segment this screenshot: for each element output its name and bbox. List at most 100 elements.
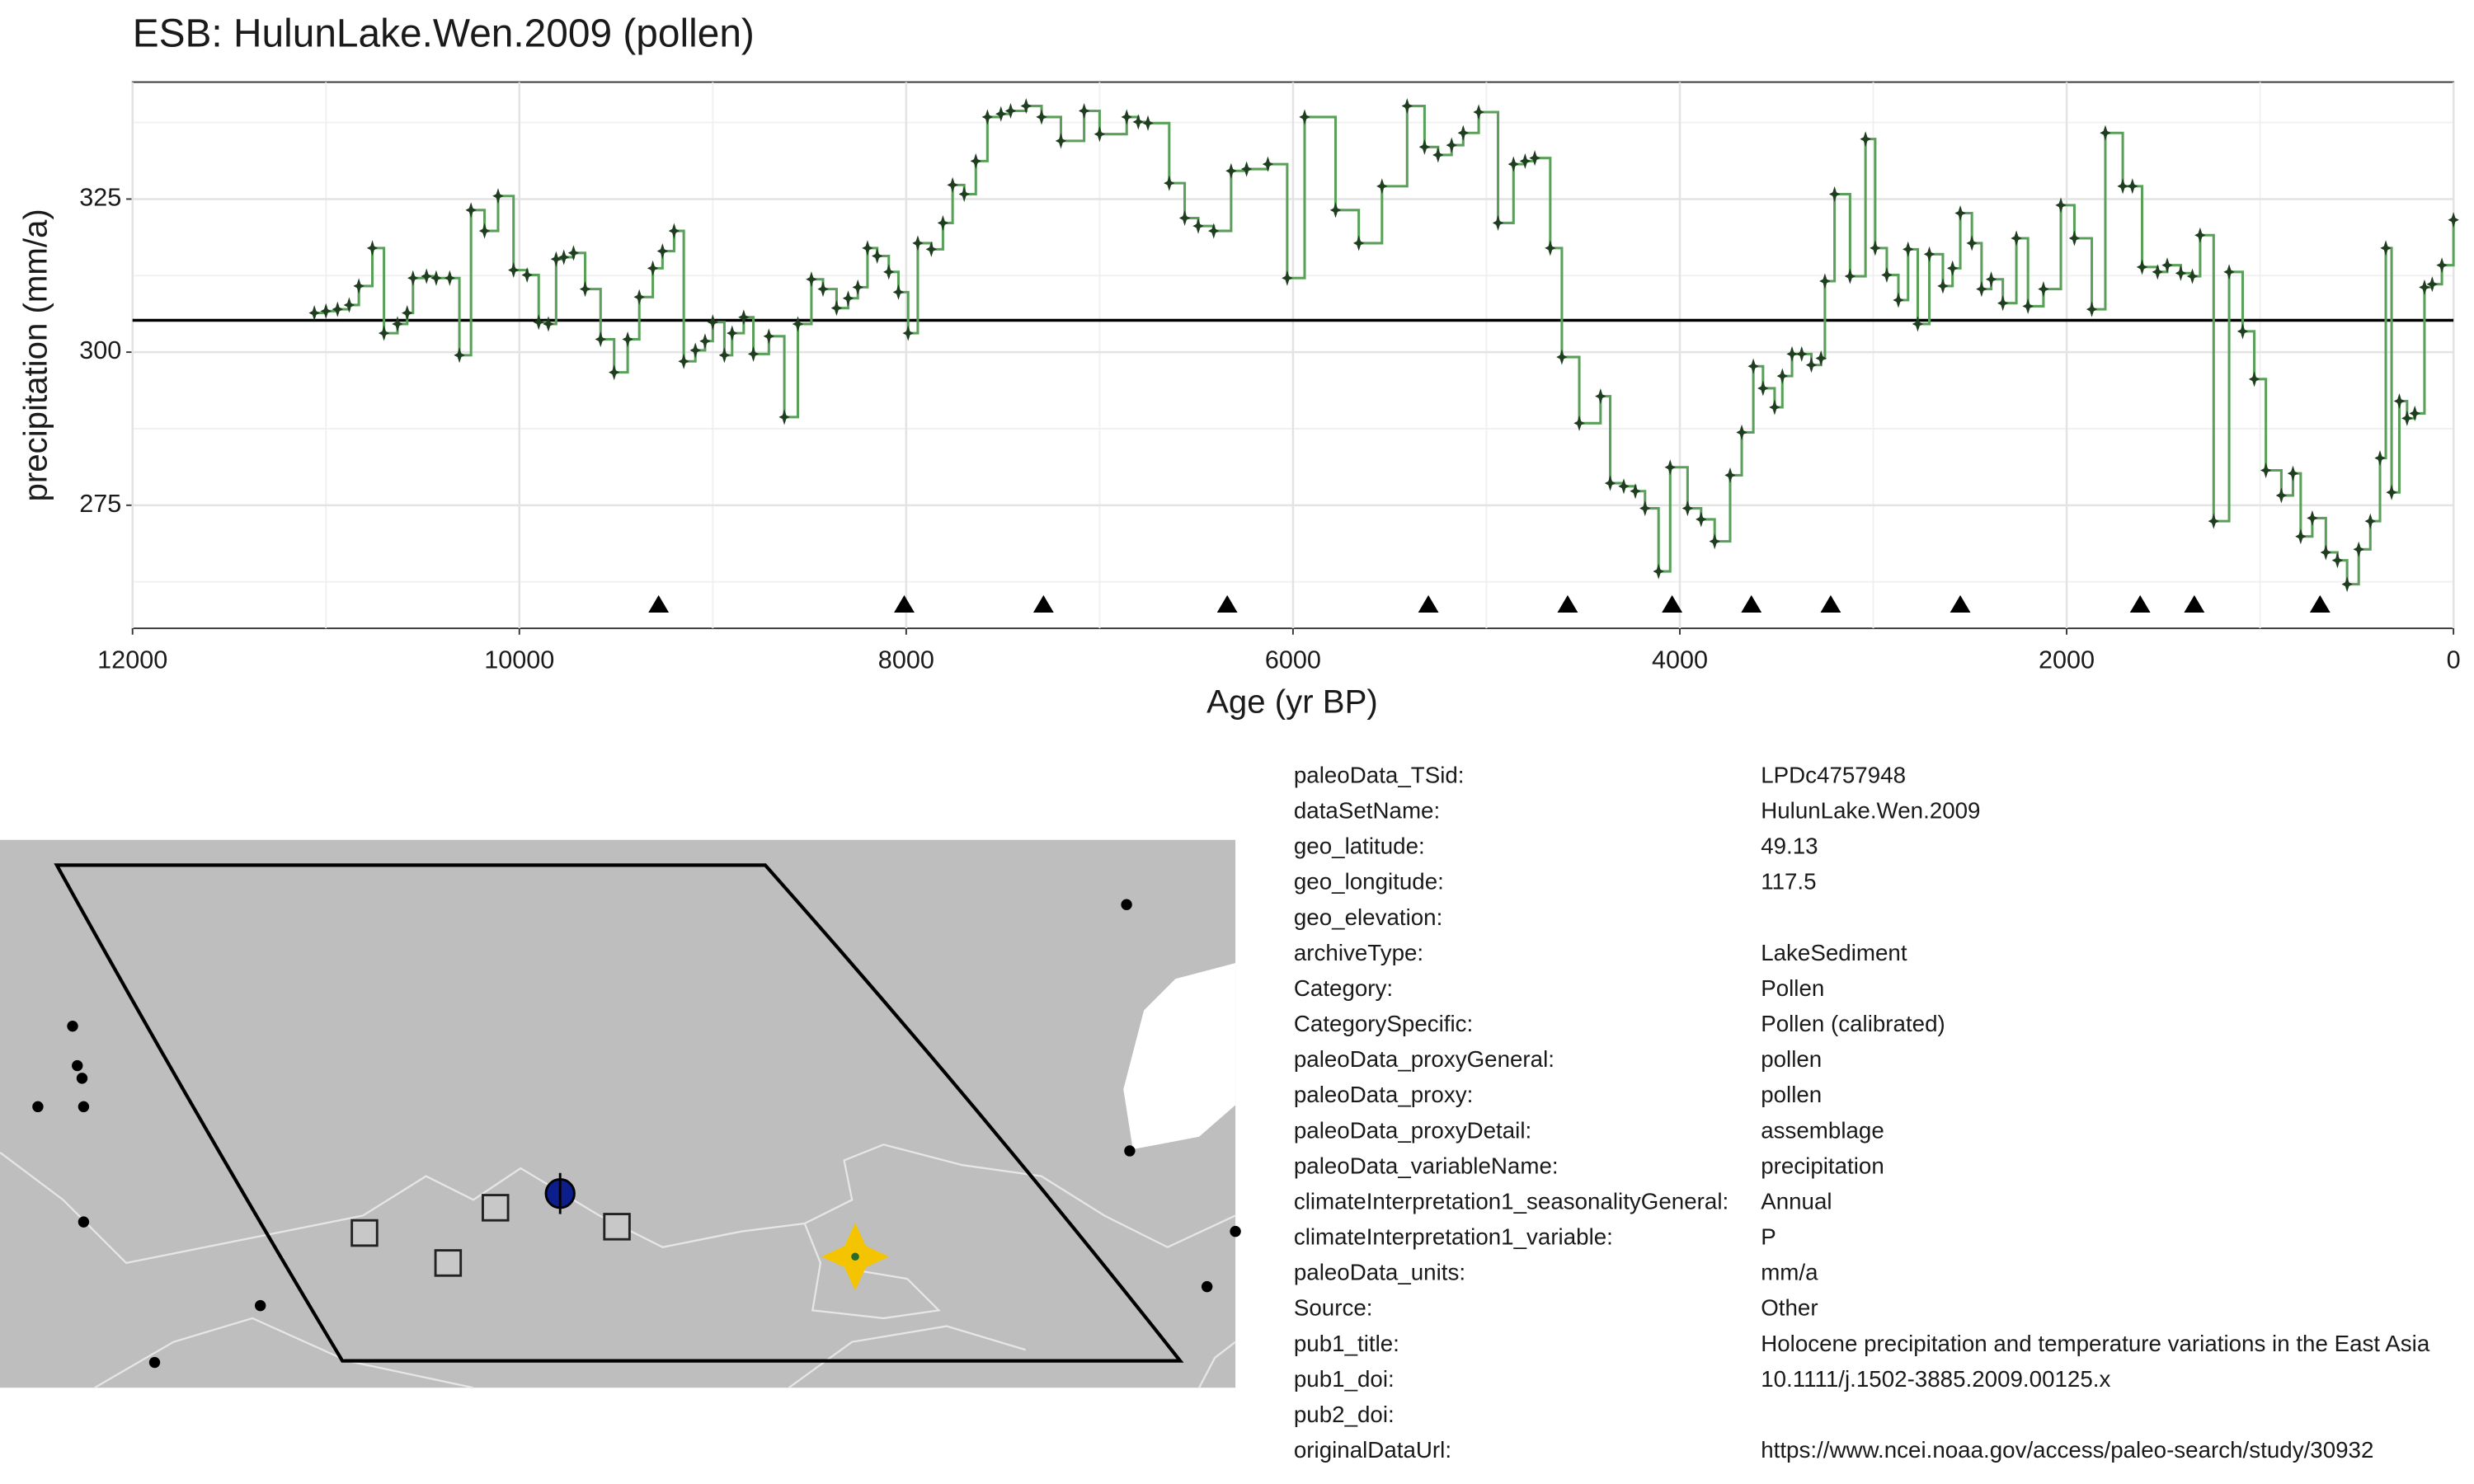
data-point [1132,114,1144,130]
data-point [1457,124,1470,141]
data-point [1870,240,1881,256]
field-value: 49.13 [1761,834,1818,859]
data-point [2331,552,2344,569]
field-name: paleoData_proxyGeneral: [1294,1046,1554,1072]
x-tick-label: 2000 [2039,646,2095,674]
data-point [912,235,924,251]
field-value: Annual [1761,1188,1832,1214]
data-point [1282,270,1293,286]
data-point [1769,399,1780,416]
chronology-marker [2129,594,2151,613]
data-point [478,223,491,239]
data-point [2100,124,2111,141]
data-point [1954,204,1966,222]
data-point [366,240,379,256]
x-tick-label: 12000 [97,646,167,674]
data-point [718,347,731,364]
data-point [1630,483,1641,500]
field-value: P [1761,1224,1776,1250]
y-tick-label: 300 [79,336,121,364]
data-point [444,270,456,286]
data-point [689,342,701,359]
data-point [2320,544,2332,561]
data-point [842,290,854,307]
data-point [2127,178,2138,195]
field-value: Holocene precipitation and temperature v… [1761,1331,2430,1356]
data-point [747,345,760,362]
x-tick-label: 6000 [1265,646,1321,674]
field-name: climateInterpretation1_seasonalityGenera… [1294,1188,1729,1214]
field-value: LakeSediment [1761,940,1907,965]
x-tick-label: 10000 [484,646,554,674]
field-name: geo_elevation: [1294,904,1442,930]
data-point [1595,388,1606,405]
data-point [1432,147,1444,163]
field-name: paleoData_proxy: [1294,1082,1473,1107]
field-name: geo_longitude: [1294,869,1444,895]
data-point [1923,246,1935,262]
field-name: paleoData_units: [1294,1260,1465,1285]
data-point [1796,345,1808,362]
data-point [1696,511,1707,528]
data-point [2409,405,2420,421]
data-point [1639,500,1651,517]
data-point [1881,266,1893,284]
data-point [521,266,533,284]
data-point [2380,240,2392,256]
data-point [1121,109,1132,125]
data-point [2386,484,2397,500]
data-point [2295,528,2307,545]
data-point [1352,235,1365,251]
field-name: Category: [1294,975,1393,1001]
chart-title: ESB: HulunLake.Wen.2009 (pollen) [133,12,755,56]
site-squares [350,1194,631,1277]
map-land [0,839,1236,1388]
data-point [1709,533,1720,550]
data-point [609,364,620,381]
data-point [1529,150,1540,167]
field-value: Pollen [1761,975,1824,1001]
data-point [2223,264,2235,280]
data-point [1208,223,1220,239]
data-point [1545,240,1556,256]
data-point [1401,97,1413,115]
data-point [533,314,544,331]
field-name: geo_latitude: [1294,834,1425,859]
data-point [1976,281,1987,298]
chronology-marker [1950,594,1971,613]
y-tick-label: 325 [79,184,121,212]
data-point [883,264,895,280]
plot-area: 275 300 325 12000 10000 8000 6000 4000 2000 0 [79,81,2461,674]
field-name: originalDataUrl: [1294,1437,1451,1463]
chronology-marker [1216,594,1238,613]
field-value: Other [1761,1295,1818,1321]
data-point [2117,178,2128,195]
data-point [550,251,562,267]
data-point [1094,126,1106,143]
field-name: Source: [1294,1295,1373,1321]
field-name: paleoData_variableName: [1294,1153,1559,1178]
data-point [2152,264,2163,280]
data-point [2208,513,2220,529]
data-point [2236,323,2249,340]
field-name: pub2_doi: [1294,1402,1395,1427]
data-point [830,300,843,317]
data-point [1556,349,1568,365]
data-point [1747,358,1759,374]
data-point [2161,257,2173,274]
data-point [1329,202,1342,218]
data-point [2248,371,2260,387]
data-point [1192,218,1204,234]
chronology-marker [2184,594,2205,613]
x-tick-label: 4000 [1652,646,1708,674]
data-point [343,297,355,313]
field-value: pollen [1761,1046,1822,1072]
data-point [1664,459,1676,476]
data-point [465,202,477,218]
data-point [707,314,719,331]
field-name: pub1_doi: [1294,1366,1395,1392]
field-name: archiveType: [1294,940,1423,965]
data-point [699,333,711,350]
field-name: CategorySpecific: [1294,1011,1473,1036]
